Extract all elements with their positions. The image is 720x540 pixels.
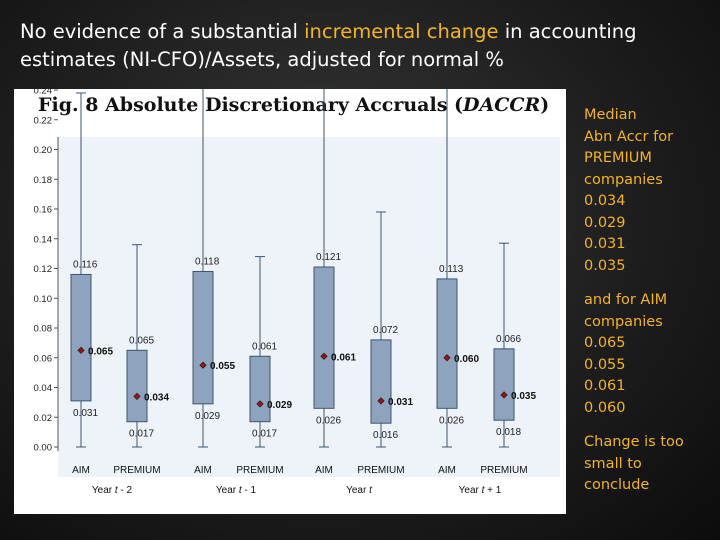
box-iqr [436,278,458,409]
side-notes: Median Abn Accr for PREMIUM companies 0.… [584,105,714,497]
box-iqr [313,266,335,409]
y-tick-label: 0.08 [34,324,53,335]
y-tick-label: 0.04 [34,383,53,394]
chart-title: Fig. 8 Absolute Discretionary Accruals (… [38,94,549,116]
box-iqr [70,273,92,402]
headline-text-end: in accounting estimates (NI-CFO)/Assets,… [20,20,637,71]
category-label: AIM [72,465,90,476]
median-marker [199,361,207,369]
category-label: PREMIUM [357,465,404,476]
headline-highlight: incremental change [304,20,499,43]
category-label: PREMIUM [236,465,283,476]
conclusion-line: small to [584,455,642,472]
box-iqr [249,355,271,423]
group-label: Year t - 2 [92,485,133,496]
q3-label: 0.113 [439,264,464,275]
y-tick-label: 0.24 [34,89,53,97]
median-marker [77,346,85,354]
figure-panel: Fig. 8 Absolute Discretionary Accruals (… [14,89,566,514]
premium-heading-line: PREMIUM [584,150,652,166]
aim-median-value: 0.061 [584,378,626,394]
median-marker [320,352,328,360]
y-tick-label: 0.02 [34,413,53,424]
q3-label: 0.065 [129,335,154,346]
median-label: 0.060 [454,354,479,365]
median-label: 0.029 [267,400,292,411]
box-iqr [493,348,515,421]
median-label: 0.035 [511,391,536,402]
y-tick-label: 0.20 [34,145,53,156]
premium-median-value: 0.029 [584,214,626,231]
y-tick-label: 0.22 [34,115,53,126]
q1-label: 0.018 [496,427,521,438]
category-label: PREMIUM [113,465,160,476]
boxplot-chart: Fig. 8 Absolute Discretionary Accruals (… [34,89,560,496]
category-label: AIM [194,465,212,476]
premium-heading-line: Abn Accr for [584,128,674,145]
q1-label: 0.017 [129,429,154,440]
q3-label: 0.066 [496,334,521,345]
aim-heading-line: and for AIM [584,292,668,308]
group-label: Year t [346,485,373,496]
category-label: PREMIUM [480,465,527,476]
group-label: Year t + 1 [459,485,502,496]
q1-label: 0.026 [439,415,464,426]
median-marker [443,354,451,362]
y-tick-label: 0.12 [34,264,53,275]
premium-median-value: 0.035 [584,257,626,274]
q3-label: 0.061 [252,341,277,352]
headline-text-start: No evidence of a substantial [20,20,305,43]
median-label: 0.031 [388,397,413,408]
q3-label: 0.116 [73,259,98,270]
q1-label: 0.017 [252,429,277,440]
plot-area [58,137,560,477]
y-tick-label: 0.10 [34,294,53,305]
box-iqr [126,349,148,423]
aim-heading-line: companies [584,313,663,330]
median-marker [500,391,508,399]
median-label: 0.034 [144,392,169,403]
premium-heading-line: Median [584,107,637,123]
y-tick-label: 0.16 [34,205,53,216]
q1-label: 0.031 [73,408,98,419]
q3-label: 0.072 [373,325,398,336]
y-tick-label: 0.06 [34,353,53,364]
median-label: 0.061 [331,352,356,363]
slide-headline: No evidence of a substantial incremental… [20,18,700,74]
aim-median-value: 0.055 [584,356,626,373]
y-tick-label: 0.18 [34,175,53,186]
aim-median-value: 0.060 [584,399,626,416]
q1-label: 0.026 [316,415,341,426]
conclusion-line: Change is too [584,434,684,450]
median-label: 0.055 [210,361,235,372]
q3-label: 0.121 [316,252,341,263]
q3-label: 0.118 [195,256,220,267]
conclusion-line: conclude [584,477,650,493]
q1-label: 0.029 [195,411,220,422]
box-iqr [192,270,214,405]
q1-label: 0.016 [373,430,398,441]
box-iqr [370,339,392,424]
group-label: Year t - 1 [216,485,257,496]
premium-heading-line: companies [584,171,663,188]
y-tick-label: 0.14 [34,234,53,245]
aim-median-value: 0.065 [584,335,626,351]
median-marker [256,400,264,408]
y-tick-label: 0.00 [34,443,53,454]
premium-median-value: 0.034 [584,193,626,209]
median-marker [377,397,385,405]
category-label: AIM [315,465,333,476]
category-label: AIM [438,465,456,476]
median-label: 0.065 [88,346,113,357]
premium-median-value: 0.031 [584,236,626,252]
median-marker [133,392,141,401]
